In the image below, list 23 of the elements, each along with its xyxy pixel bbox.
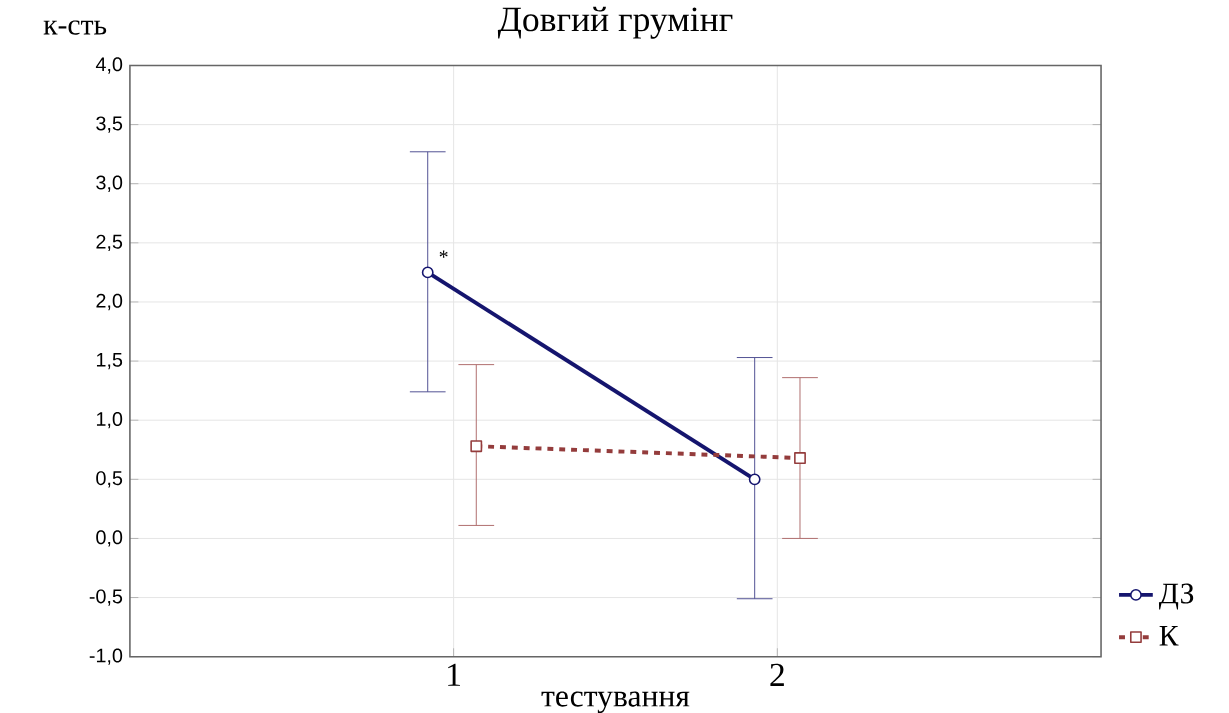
y-tick-label: 2,0 [96, 293, 123, 311]
y-tick-label: 1,0 [96, 411, 123, 429]
y-tick-label: 3,5 [96, 116, 123, 133]
y-tick-label: 4,0 [95, 57, 123, 74]
y-tick-label: 3,0 [96, 175, 123, 192]
legend-label: ДЗ [1158, 583, 1194, 610]
legend-label: К [1159, 625, 1179, 646]
point [748, 473, 761, 486]
y-tick-label: 0,5 [96, 471, 123, 488]
y-tick-label: -0,5 [89, 589, 123, 606]
point [794, 451, 806, 464]
x-tick-label: 2 [770, 663, 784, 686]
y-tick-label: 2,5 [96, 234, 123, 251]
y-axis-title: к-сть [43, 20, 107, 35]
chart-title: Довгий грумінг [497, 6, 733, 39]
x-tick-label: 1 [448, 663, 461, 686]
annotation: * [439, 250, 448, 258]
point [421, 266, 434, 279]
point [470, 440, 483, 453]
y-tick-label: -1,0 [89, 648, 123, 665]
y-tick-label: 1,5 [96, 352, 123, 370]
y-tick-label: 0,0 [96, 530, 123, 547]
x-axis-title: тестування [541, 691, 690, 713]
